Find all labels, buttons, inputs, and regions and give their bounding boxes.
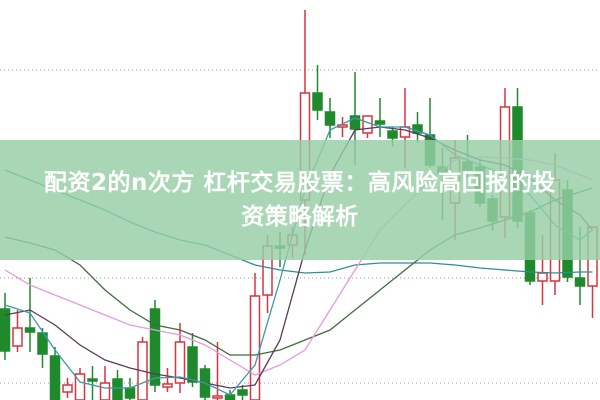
candle-body <box>112 378 123 400</box>
candle-up <box>162 368 173 392</box>
candle-body <box>162 383 173 388</box>
candle-down <box>312 65 323 120</box>
candle-up <box>99 366 111 400</box>
candle-down <box>112 370 123 400</box>
candle-body <box>0 308 11 352</box>
title-line-2: 资策略解析 <box>241 204 359 230</box>
candle-down <box>49 347 61 400</box>
candle-up <box>249 273 261 400</box>
candle-down <box>0 293 11 360</box>
candle-body <box>349 115 361 130</box>
candle-body <box>62 384 73 393</box>
candle-up <box>74 368 86 400</box>
candle-down <box>374 98 386 137</box>
candle-body <box>387 130 398 139</box>
candle-body <box>99 382 111 400</box>
candle-up <box>62 378 73 398</box>
candle-body <box>24 327 36 333</box>
candle-up <box>137 337 148 400</box>
candle-up <box>362 115 373 138</box>
candle-body <box>49 355 61 400</box>
candle-down <box>237 385 248 400</box>
candle-up <box>212 342 223 400</box>
candle-body <box>74 373 86 400</box>
candle-body <box>224 394 236 400</box>
candle-down <box>187 333 198 387</box>
candle-down <box>324 98 336 138</box>
candle-body <box>374 120 386 125</box>
candle-body <box>37 332 48 355</box>
candle-body <box>212 395 223 399</box>
candle-down <box>87 366 98 400</box>
candle-up <box>174 323 186 393</box>
candle-down <box>124 378 136 400</box>
candle-down <box>24 278 36 352</box>
candle-body <box>237 389 248 396</box>
candle-up <box>337 117 348 137</box>
title-banner: 配资2的n次方 杠杆交易股票：高风险高回报的投 资策略解析 <box>0 140 600 260</box>
candle-body <box>87 378 98 382</box>
candle-down <box>149 300 161 392</box>
title-line-1: 配资2的n次方 杠杆交易股票：高风险高回报的投 <box>44 170 556 196</box>
candle-down <box>412 112 423 143</box>
candle-up <box>12 310 23 352</box>
candle-body <box>324 111 336 126</box>
candle-body <box>312 92 323 111</box>
candle-body <box>174 341 186 384</box>
candle-down <box>37 328 48 368</box>
candle-body <box>362 115 373 134</box>
candle-body <box>537 272 548 282</box>
candle-body <box>149 308 161 386</box>
candle-body <box>574 277 586 287</box>
candle-body <box>187 346 198 383</box>
candle-body <box>12 327 23 347</box>
candle-body <box>124 387 136 399</box>
